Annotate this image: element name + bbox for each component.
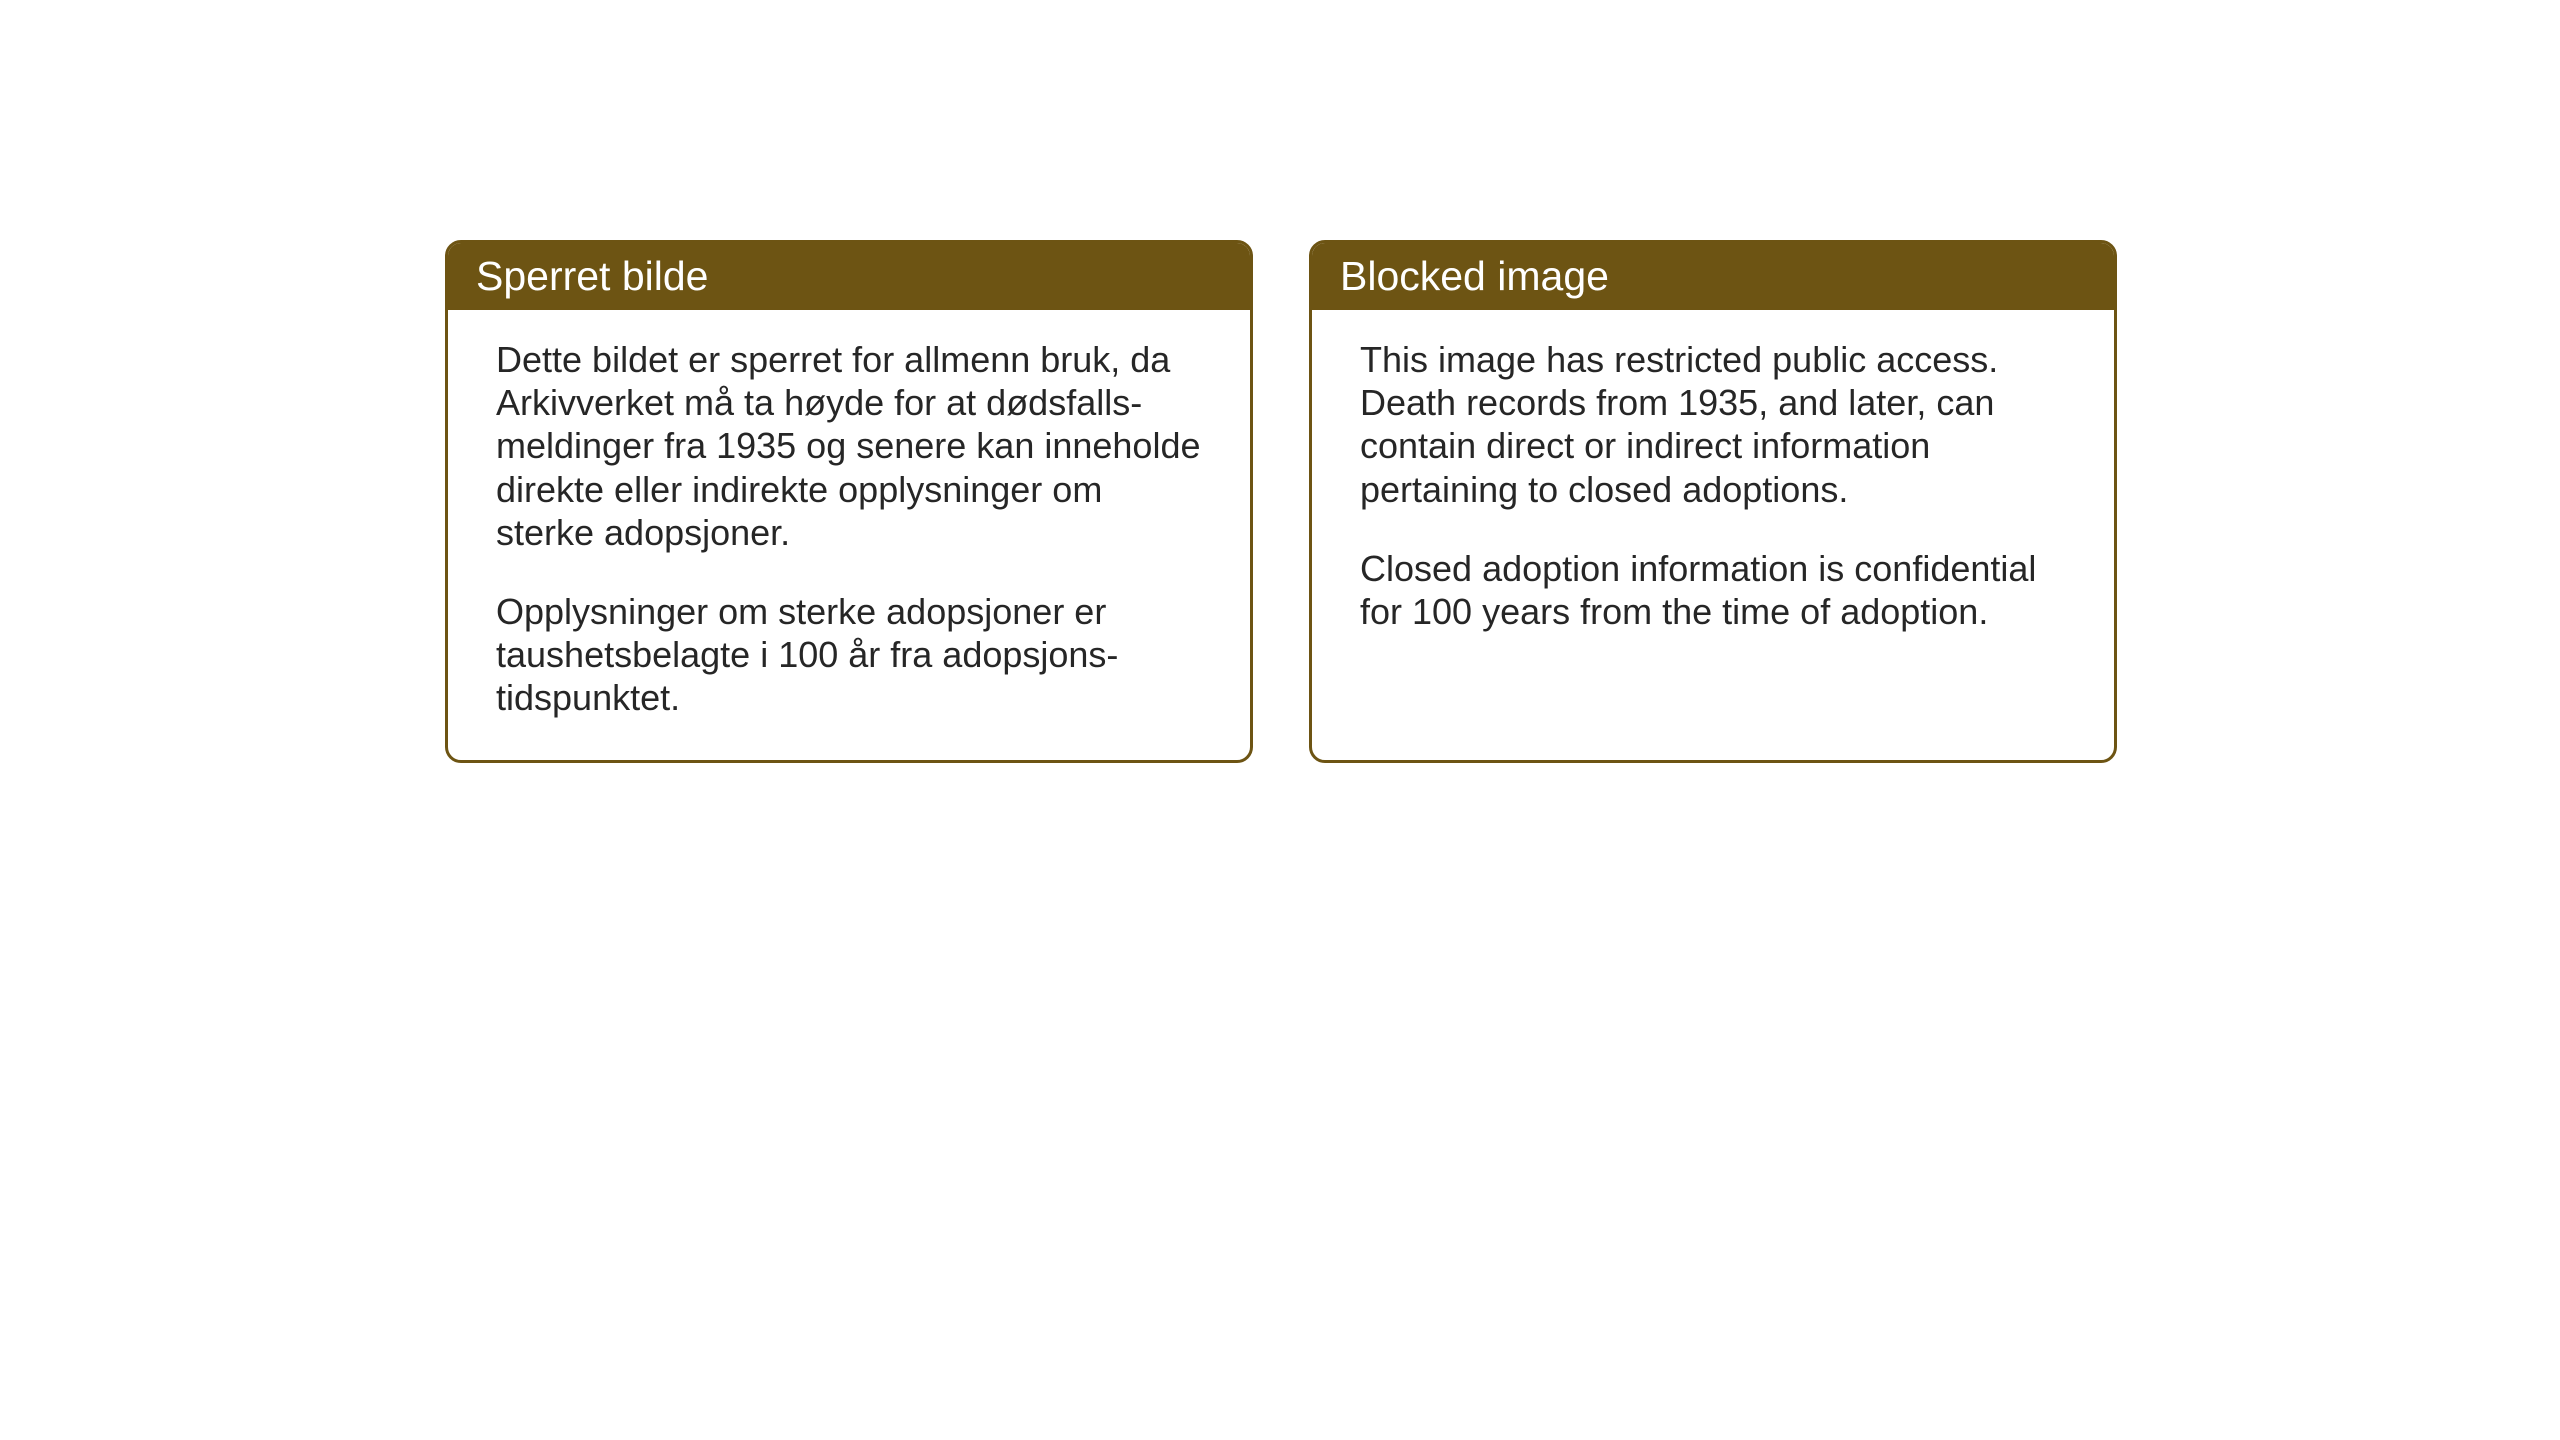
card-paragraph2-english: Closed adoption information is confident…	[1360, 547, 2066, 633]
card-title-norwegian: Sperret bilde	[476, 253, 708, 299]
notice-card-norwegian: Sperret bilde Dette bildet er sperret fo…	[445, 240, 1253, 763]
notice-container: Sperret bilde Dette bildet er sperret fo…	[445, 240, 2117, 763]
card-title-english: Blocked image	[1340, 253, 1609, 299]
card-paragraph2-norwegian: Opplysninger om sterke adopsjoner er tau…	[496, 590, 1202, 720]
card-paragraph1-norwegian: Dette bildet er sperret for allmenn bruk…	[496, 338, 1202, 554]
card-header-english: Blocked image	[1312, 243, 2114, 310]
card-paragraph1-english: This image has restricted public access.…	[1360, 338, 2066, 511]
notice-card-english: Blocked image This image has restricted …	[1309, 240, 2117, 763]
card-body-english: This image has restricted public access.…	[1312, 310, 2114, 673]
card-header-norwegian: Sperret bilde	[448, 243, 1250, 310]
card-body-norwegian: Dette bildet er sperret for allmenn bruk…	[448, 310, 1250, 760]
